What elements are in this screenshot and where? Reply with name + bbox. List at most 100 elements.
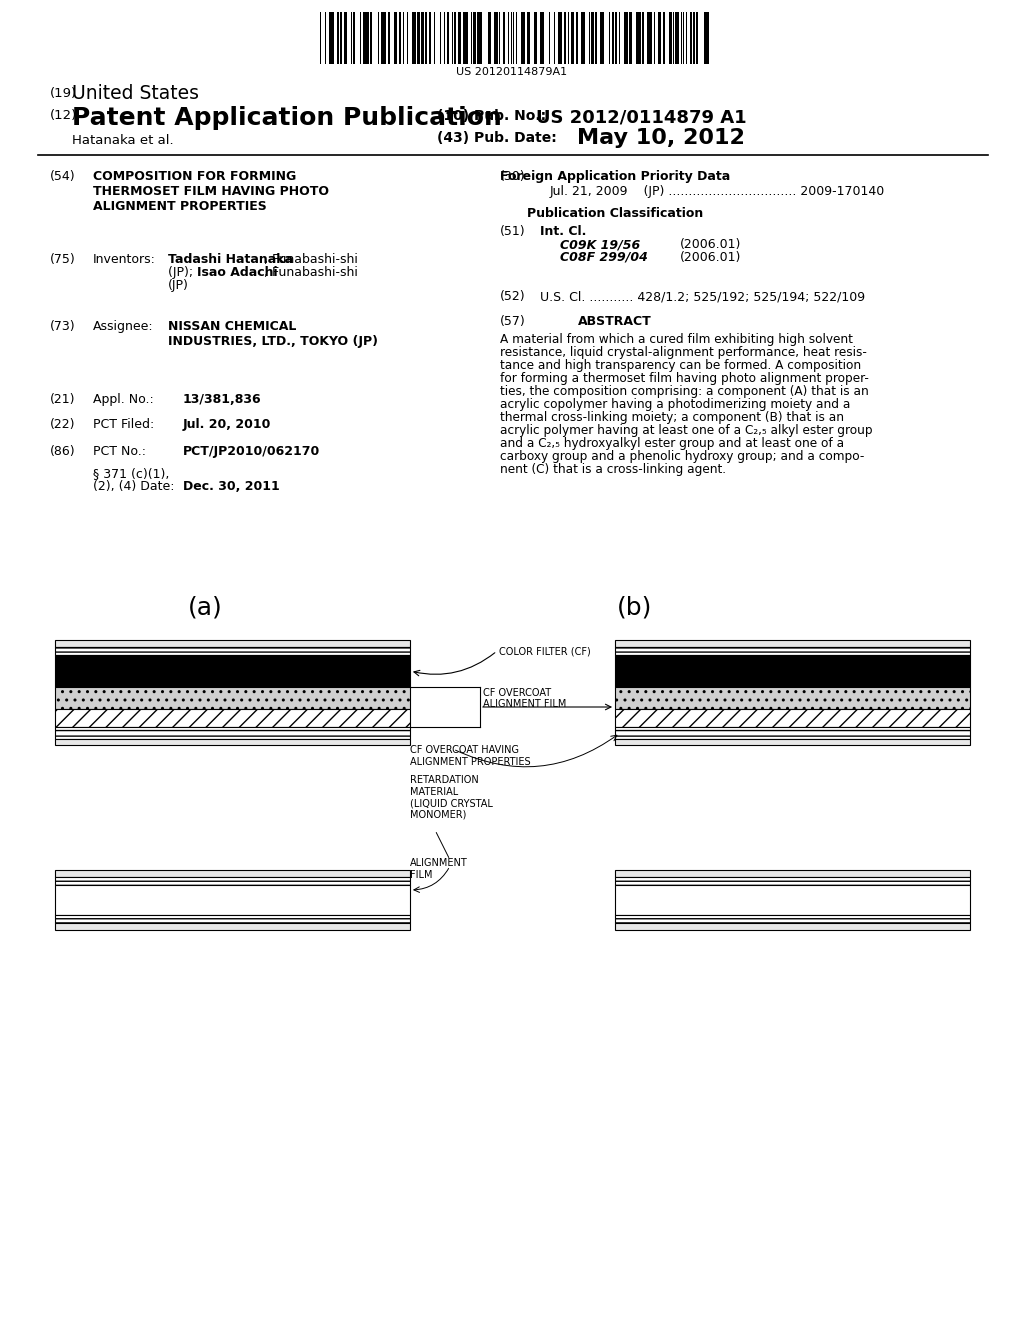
Bar	[564, 12, 565, 63]
Bar	[340, 12, 342, 63]
Bar	[689, 12, 692, 63]
Bar	[615, 647, 970, 655]
Text: (22): (22)	[50, 418, 76, 432]
Bar	[425, 12, 427, 63]
Bar	[589, 12, 590, 63]
Bar	[636, 12, 641, 63]
Text: (JP): (JP)	[168, 279, 188, 292]
Text: (a): (a)	[187, 597, 222, 620]
Bar	[55, 727, 410, 739]
Text: ties, the composition comprising: a component (A) that is an: ties, the composition comprising: a comp…	[500, 385, 868, 399]
Bar	[508, 12, 509, 63]
Bar	[703, 12, 709, 63]
Bar	[673, 12, 674, 63]
Text: Jul. 21, 2009    (JP) ................................ 2009-170140: Jul. 21, 2009 (JP) .....................…	[550, 185, 886, 198]
Bar	[683, 12, 684, 63]
Text: 13/381,836: 13/381,836	[183, 393, 261, 407]
Text: US 20120114879A1: US 20120114879A1	[457, 67, 567, 77]
Text: (57): (57)	[500, 315, 525, 327]
Bar	[511, 12, 512, 63]
Bar	[353, 12, 354, 63]
Bar	[686, 12, 687, 63]
Bar	[378, 12, 379, 63]
Text: Tadashi Hatanaka: Tadashi Hatanaka	[168, 253, 293, 267]
Bar	[452, 12, 453, 63]
Text: PCT/JP2010/062170: PCT/JP2010/062170	[183, 445, 321, 458]
Bar	[55, 739, 410, 744]
Text: PCT No.:: PCT No.:	[93, 445, 146, 458]
Text: (10) Pub. No.:: (10) Pub. No.:	[437, 110, 546, 123]
Bar	[570, 12, 574, 63]
Text: Inventors:: Inventors:	[93, 253, 156, 267]
Text: US 2012/0114879 A1: US 2012/0114879 A1	[536, 110, 746, 127]
Bar	[55, 709, 410, 727]
Bar	[615, 876, 970, 884]
Bar	[615, 884, 970, 915]
Text: NISSAN CHEMICAL
INDUSTRIES, LTD., TOKYO (JP): NISSAN CHEMICAL INDUSTRIES, LTD., TOKYO …	[168, 319, 378, 348]
Text: Int. Cl.: Int. Cl.	[540, 224, 587, 238]
Bar	[611, 12, 614, 63]
Text: for forming a thermoset film having photo alignment proper-: for forming a thermoset film having phot…	[500, 372, 869, 385]
Text: resistance, liquid crystal-alignment performance, heat resis-: resistance, liquid crystal-alignment per…	[500, 346, 867, 359]
Bar	[55, 647, 410, 655]
Bar	[473, 12, 476, 63]
Bar	[513, 12, 514, 63]
Bar	[412, 12, 416, 63]
Bar	[600, 12, 604, 63]
Bar	[364, 12, 369, 63]
Text: acrylic copolymer having a photodimerizing moiety and a: acrylic copolymer having a photodimerizi…	[500, 399, 850, 411]
Bar	[615, 870, 970, 876]
Bar	[388, 12, 390, 63]
Bar	[615, 739, 970, 744]
Text: thermal cross-linking moiety; a component (B) that is an: thermal cross-linking moiety; a componen…	[500, 411, 844, 424]
Text: COLOR FILTER (CF): COLOR FILTER (CF)	[499, 647, 591, 657]
Bar	[527, 12, 529, 63]
Bar	[55, 655, 410, 686]
Text: Patent Application Publication: Patent Application Publication	[72, 106, 502, 129]
Bar	[615, 655, 970, 686]
Bar	[434, 12, 435, 63]
Bar	[696, 12, 698, 63]
Bar	[399, 12, 400, 63]
Text: (2006.01): (2006.01)	[680, 238, 741, 251]
Bar	[494, 12, 498, 63]
Bar	[615, 709, 970, 727]
Text: U.S. Cl. ........... 428/1.2; 525/192; 525/194; 522/109: U.S. Cl. ........... 428/1.2; 525/192; 5…	[540, 290, 865, 304]
Bar	[630, 12, 632, 63]
Bar	[407, 12, 409, 63]
Bar	[620, 12, 621, 63]
Bar	[417, 12, 420, 63]
Text: tance and high transparency can be formed. A composition: tance and high transparency can be forme…	[500, 359, 861, 372]
Text: (2006.01): (2006.01)	[680, 251, 741, 264]
Text: (86): (86)	[50, 445, 76, 458]
Text: May 10, 2012: May 10, 2012	[577, 128, 744, 148]
Text: PCT Filed:: PCT Filed:	[93, 418, 155, 432]
Text: (b): (b)	[617, 597, 652, 620]
Bar	[503, 12, 506, 63]
Bar	[554, 12, 555, 63]
Bar	[337, 12, 339, 63]
Bar	[329, 12, 334, 63]
Bar	[421, 12, 424, 63]
Text: CF OVERCOAT: CF OVERCOAT	[483, 688, 551, 698]
Bar	[344, 12, 347, 63]
Text: COMPOSITION FOR FORMING
THERMOSET FILM HAVING PHOTO
ALIGNMENT PROPERTIES: COMPOSITION FOR FORMING THERMOSET FILM H…	[93, 170, 329, 213]
Bar	[455, 12, 456, 63]
Bar	[647, 12, 652, 63]
Text: (12): (12)	[50, 110, 77, 121]
Bar	[446, 12, 450, 63]
Bar	[549, 12, 550, 63]
Text: and a C₂,₅ hydroxyalkyl ester group and at least one of a: and a C₂,₅ hydroxyalkyl ester group and …	[500, 437, 844, 450]
Text: A material from which a cured film exhibiting high solvent: A material from which a cured film exhib…	[500, 333, 853, 346]
Bar	[463, 12, 468, 63]
Bar	[440, 12, 441, 63]
Bar	[499, 12, 501, 63]
Text: § 371 (c)(1),: § 371 (c)(1),	[93, 467, 169, 480]
Bar	[581, 12, 585, 63]
Text: , Funabashi-shi: , Funabashi-shi	[264, 253, 357, 267]
Bar	[669, 12, 672, 63]
Text: Foreign Application Priority Data: Foreign Application Priority Data	[500, 170, 730, 183]
Bar	[429, 12, 431, 63]
Bar	[471, 12, 472, 63]
Text: Appl. No.:: Appl. No.:	[93, 393, 154, 407]
